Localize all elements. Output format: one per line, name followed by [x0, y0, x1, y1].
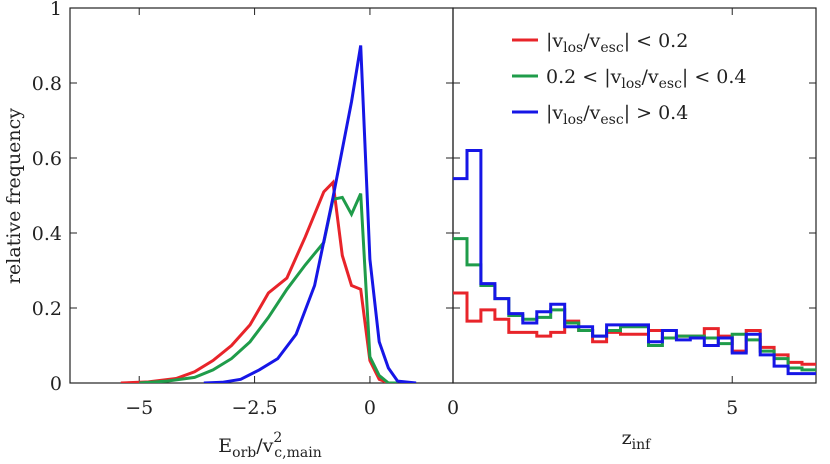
- left-panel: −5 −2.5 0 0 0.2 0.4 0.6 0.8 1: [32, 0, 454, 419]
- right-series-red: [453, 291, 816, 366]
- right-plot-frame: [452, 7, 817, 384]
- y-tick-label: 0.4: [32, 223, 62, 245]
- legend: |vlos/vesc| < 0.2 0.2 < |vlos/vesc| < 0.4…: [512, 30, 747, 128]
- legend-label: |vlos/vesc| < 0.2: [546, 30, 688, 56]
- left-x-tick-label: −5: [125, 397, 153, 419]
- right-x-tick-label: 5: [726, 397, 738, 419]
- axis-labels: relative frequency Eorb/v2 c,main zinf: [3, 108, 652, 461]
- left-x-axis-label: Eorb/v2 c,main: [218, 430, 321, 461]
- y-tick-label: 0: [50, 373, 62, 395]
- left-x-tick-label: −2.5: [232, 397, 278, 419]
- right-x-axis-label: zinf: [622, 427, 653, 453]
- y-tick-label: 1: [50, 0, 62, 20]
- y-axis-label: relative frequency: [3, 108, 25, 284]
- right-series-blue: [453, 149, 816, 376]
- right-x-tick-label: 0: [447, 397, 459, 419]
- y-tick-label: 0.6: [32, 148, 62, 170]
- legend-label: 0.2 < |vlos/vesc| < 0.4: [546, 66, 747, 92]
- y-tick-label: 0.2: [32, 298, 62, 320]
- legend-label: |vlos/vesc| > 0.4: [546, 102, 688, 128]
- left-series-red: [120, 179, 398, 383]
- left-x-tick-label: 0: [364, 397, 376, 419]
- left-series-green: [139, 192, 398, 383]
- y-tick-label: 0.8: [32, 73, 62, 95]
- right-series-green: [453, 237, 816, 372]
- left-series-blue: [203, 45, 417, 383]
